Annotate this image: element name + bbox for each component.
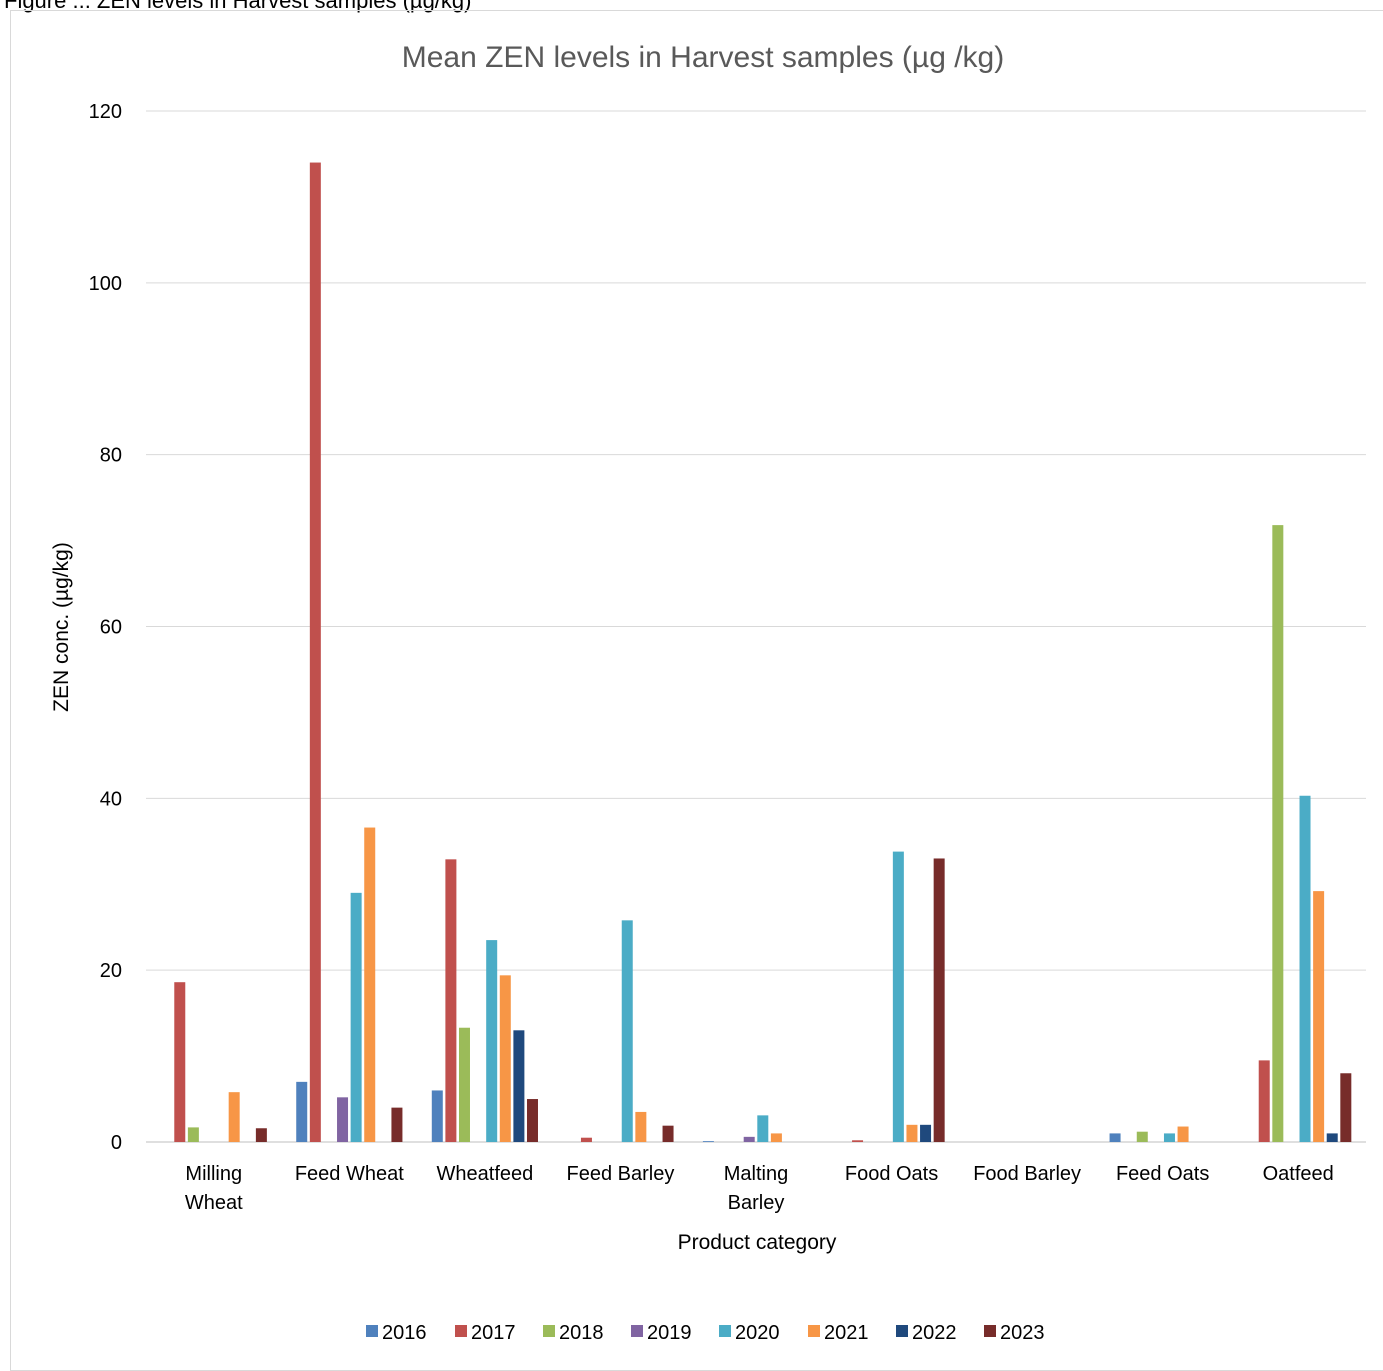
legend-item: 2016: [366, 1322, 427, 1344]
legend-swatch: [631, 1325, 643, 1337]
bar: [187, 1127, 199, 1142]
legend-item: 2018: [543, 1322, 604, 1344]
legend-swatch: [719, 1325, 731, 1337]
bar: [458, 1027, 470, 1142]
bar: [1340, 1073, 1352, 1142]
x-category-label: Milling Wheat: [185, 1163, 243, 1214]
bar: [1177, 1126, 1189, 1142]
bar: [228, 1092, 240, 1142]
x-category-label: Oatfeed: [1263, 1163, 1334, 1185]
bar: [1326, 1133, 1338, 1142]
bar: [635, 1111, 647, 1142]
x-category-label: Feed Barley: [567, 1163, 675, 1185]
legend-item: 2021: [808, 1322, 869, 1344]
bar: [1109, 1133, 1121, 1142]
x-category-label: Food Oats: [845, 1163, 938, 1185]
y-tick-label: 40: [100, 788, 122, 810]
y-tick-label: 0: [111, 1132, 122, 1154]
x-category-label: Feed Wheat: [295, 1163, 404, 1185]
bar: [445, 859, 457, 1142]
bar: [499, 975, 511, 1142]
legend-label: 2018: [559, 1322, 604, 1344]
bar: [431, 1090, 443, 1142]
bar: [296, 1081, 308, 1142]
bar: [486, 940, 498, 1142]
bar: [364, 827, 376, 1142]
bar: [513, 1030, 525, 1142]
y-tick-label: 60: [100, 617, 122, 639]
bar: [892, 851, 904, 1142]
legend-label: 2023: [1000, 1322, 1045, 1344]
bar: [702, 1141, 714, 1142]
legend-item: 2017: [455, 1322, 516, 1344]
legend-item: 2020: [719, 1322, 780, 1344]
bar: [1272, 525, 1284, 1142]
bar: [391, 1107, 403, 1142]
bar: [1313, 891, 1325, 1142]
bar: [337, 1097, 349, 1142]
bar: [309, 162, 321, 1143]
gridlines: [146, 110, 1366, 1143]
legend-item: 2022: [896, 1322, 957, 1344]
chart-title: Mean ZEN levels in Harvest samples (µg /…: [402, 41, 1004, 74]
legend-label: 2021: [824, 1322, 869, 1344]
figure-caption: Figure ... ZEN levels in Harvest samples…: [4, 0, 472, 13]
x-category-labels: Milling Wheat Feed Wheat Wheatfeed Feed Barl…: [185, 1163, 1334, 1214]
y-tick-label: 80: [100, 445, 122, 467]
x-category-label: Wheatfeed: [437, 1163, 534, 1185]
y-tick-label: 20: [100, 960, 122, 982]
bar: [933, 858, 945, 1142]
legend-swatch: [808, 1325, 820, 1337]
y-tick-labels: 0 20 40 60 80 100 120: [89, 101, 122, 1154]
bar: [1163, 1133, 1175, 1142]
bar: [1136, 1131, 1148, 1142]
y-axis-label: ZEN conc. (µg/kg): [50, 542, 73, 712]
bars: [174, 162, 1352, 1143]
legend-swatch: [984, 1325, 996, 1337]
x-axis-label: Product category: [678, 1231, 837, 1254]
bar: [852, 1140, 864, 1142]
bar: [1299, 795, 1311, 1142]
bar: [580, 1137, 592, 1142]
bar: [920, 1124, 932, 1142]
bar: [770, 1133, 782, 1142]
legend-label: 2022: [912, 1322, 957, 1344]
legend-swatch: [896, 1325, 908, 1337]
bar: [906, 1124, 918, 1142]
bar: [743, 1136, 755, 1142]
legend-label: 2020: [735, 1322, 780, 1344]
legend-swatch: [543, 1325, 555, 1337]
bar: [174, 982, 186, 1142]
legend-label: 2017: [471, 1322, 516, 1344]
legend-item: 2023: [984, 1322, 1045, 1344]
legend-label: 2016: [382, 1322, 427, 1344]
x-category-label: Feed Oats: [1116, 1163, 1209, 1185]
bar: [1258, 1060, 1270, 1142]
bar: [255, 1128, 267, 1142]
bar: [350, 892, 362, 1142]
legend-item: 2019: [631, 1322, 692, 1344]
legend: 2016 2017 2018 2019 2020 2021 2022 2023: [366, 1322, 1045, 1344]
bar: [757, 1115, 769, 1142]
y-tick-label: 120: [89, 101, 122, 123]
legend-swatch: [455, 1325, 467, 1337]
x-category-label: Malting Barley: [724, 1163, 788, 1214]
legend-label: 2019: [647, 1322, 692, 1344]
bar: [526, 1099, 538, 1142]
bar: [621, 920, 633, 1142]
y-tick-label: 100: [89, 273, 122, 295]
x-category-label: Food Barley: [973, 1163, 1081, 1185]
legend-swatch: [366, 1325, 378, 1337]
bar: [662, 1125, 674, 1142]
